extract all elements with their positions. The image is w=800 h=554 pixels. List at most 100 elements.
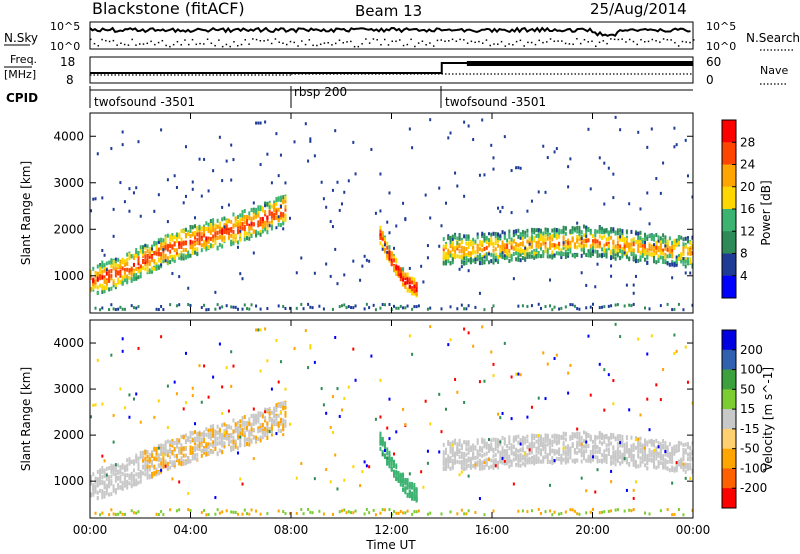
power-cell: [560, 306, 563, 310]
nsearch-dot: [546, 41, 548, 43]
velocity-cell: [625, 488, 628, 492]
velocity-cell: [601, 458, 604, 463]
velocity-cell: [551, 443, 554, 448]
velocity-cell: [585, 449, 588, 454]
velocity-cell: [266, 424, 269, 429]
power-cell: [166, 244, 169, 249]
velocity-cell: [225, 509, 228, 513]
nsearch-dot: [376, 39, 378, 41]
velocity-cell: [684, 345, 687, 349]
nsearch-label: N.Search: [746, 31, 800, 45]
power-cell: [383, 240, 386, 245]
velocity-cell: [578, 512, 581, 516]
velocity-cell: [458, 439, 461, 444]
velocity-cell: [130, 460, 133, 465]
power-cell: [632, 254, 635, 259]
velocity-cell: [175, 392, 178, 396]
power-cell: [92, 266, 95, 271]
power-cell: [123, 307, 126, 311]
velocity-cell: [408, 489, 411, 494]
velocity-cell: [596, 435, 599, 440]
velocity-cell: [257, 411, 260, 416]
velocity-cell: [388, 397, 391, 401]
power-cell: [404, 273, 407, 278]
power-cell: [114, 259, 117, 264]
velocity-cell: [189, 445, 192, 450]
power-cell: [458, 233, 461, 238]
power-cell: [664, 258, 667, 263]
power-cell: [442, 251, 445, 256]
velocity-cell: [178, 480, 181, 484]
power-cell: [641, 243, 644, 248]
velocity-cell: [469, 456, 472, 461]
power-cell: [223, 237, 226, 242]
velocity-cell: [164, 450, 167, 455]
velocity-cell: [467, 509, 470, 513]
power-cell: [616, 303, 619, 307]
power-cell: [198, 232, 201, 237]
velocity-cell: [144, 463, 147, 468]
velocity-cell: [517, 434, 520, 439]
velocity-cell: [119, 469, 122, 474]
velocity-cell: [463, 467, 466, 472]
velocity-cell: [277, 380, 280, 384]
velocity-cell: [521, 439, 524, 444]
power-cell: [180, 244, 183, 249]
power-cell: [203, 242, 206, 247]
power-cell: [212, 238, 215, 243]
velocity-cell: [689, 457, 692, 462]
power-cell: [490, 259, 493, 264]
nsearch-dot: [176, 40, 179, 43]
velocity-cell: [282, 401, 285, 406]
velocity-cell: [567, 371, 570, 375]
power-cell: [232, 212, 235, 217]
velocity-cell: [512, 445, 515, 450]
power-cell: [404, 276, 407, 281]
velocity-cell: [130, 472, 133, 477]
velocity-cell: [221, 443, 224, 448]
power-cell: [250, 226, 253, 231]
power-cell: [282, 227, 285, 231]
nsearch-dot: [108, 40, 111, 43]
velocity-cell: [449, 449, 452, 454]
power-cell: [637, 239, 640, 244]
velocity-cell: [101, 466, 104, 471]
nsearch-dot: [606, 42, 608, 45]
power-cell: [503, 135, 506, 139]
power-cell: [194, 235, 197, 240]
velocity-cell: [585, 511, 588, 515]
power-cell: [476, 254, 479, 259]
velocity-cell: [153, 447, 156, 452]
power-cell: [288, 306, 291, 310]
velocity-cell: [103, 468, 106, 473]
power-cell: [467, 236, 470, 241]
power-cell: [510, 243, 513, 248]
nsearch-dot: [500, 40, 503, 43]
velocity-cell: [632, 453, 635, 458]
velocity-cell: [365, 464, 368, 468]
power-cell: [261, 216, 264, 221]
power-cell: [591, 249, 594, 253]
power-cell: [99, 283, 102, 288]
velocity-cell: [530, 440, 533, 445]
velocity-cell: [657, 453, 660, 458]
power-cell: [241, 214, 244, 219]
power-cell: [539, 231, 542, 236]
power-cell: [313, 154, 316, 158]
velocity-cell: [677, 507, 680, 511]
velocity-cell: [591, 444, 594, 449]
velocity-cell: [112, 413, 115, 417]
velocity-cell: [90, 475, 92, 480]
power-cell: [343, 303, 346, 307]
power-cell: [422, 280, 425, 284]
velocity-cell: [279, 417, 282, 422]
velocity-cell: [503, 455, 506, 460]
power-cell: [598, 229, 601, 234]
velocity-cell: [386, 451, 389, 456]
power-cell: [621, 229, 624, 234]
velocity-cell: [476, 455, 479, 460]
power-cell: [187, 250, 190, 255]
velocity-cell: [463, 327, 466, 331]
velocity-cell: [214, 442, 217, 447]
power-cell: [564, 246, 567, 251]
